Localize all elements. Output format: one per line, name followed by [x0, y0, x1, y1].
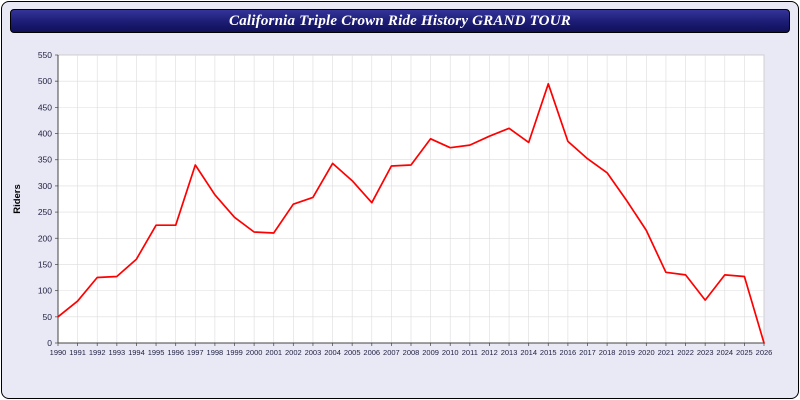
- x-tick-label: 2000: [246, 348, 263, 357]
- x-tick-label: 2010: [442, 348, 459, 357]
- x-tick-label: 2009: [422, 348, 439, 357]
- x-tick-label: 2024: [716, 348, 733, 357]
- x-tick-label: 1991: [69, 348, 86, 357]
- x-tick-label: 2003: [305, 348, 322, 357]
- y-tick-label: 200: [38, 233, 52, 243]
- x-tick-label: 2023: [697, 348, 714, 357]
- y-tick-label: 50: [43, 312, 53, 322]
- x-tick-label: 2013: [501, 348, 518, 357]
- y-tick-label: 350: [38, 155, 52, 165]
- x-tick-label: 2012: [481, 348, 498, 357]
- x-tick-label: 2019: [618, 348, 635, 357]
- y-tick-label: 250: [38, 207, 52, 217]
- x-tick-label: 1993: [108, 348, 125, 357]
- x-tick-label: 1997: [187, 348, 204, 357]
- x-tick-label: 2016: [560, 348, 577, 357]
- x-tick-label: 2018: [599, 348, 616, 357]
- y-tick-label: 550: [38, 50, 52, 60]
- y-tick-label: 400: [38, 129, 52, 139]
- x-tick-label: 2026: [756, 348, 773, 357]
- x-tick-label: 1996: [167, 348, 184, 357]
- chart-title-bar: California Triple Crown Ride History GRA…: [10, 9, 790, 33]
- y-tick-label: 150: [38, 259, 52, 269]
- x-tick-label: 2022: [677, 348, 694, 357]
- x-tick-label: 2021: [658, 348, 675, 357]
- ride-history-line-chart: 1990 1991 1992 1993 1994 1995 1996 1997 1998 1999…: [12, 50, 773, 357]
- y-tick-label: 500: [38, 76, 52, 86]
- x-tick-label: 2017: [579, 348, 596, 357]
- x-tick-label: 1995: [148, 348, 165, 357]
- x-tick-label: 1990: [50, 348, 67, 357]
- x-tick-label: 2015: [540, 348, 557, 357]
- x-tick-label: 2006: [363, 348, 380, 357]
- x-tick-label: 1992: [89, 348, 106, 357]
- x-tick-label: 2008: [403, 348, 420, 357]
- page-title: California Triple Crown Ride History GRA…: [229, 12, 571, 29]
- y-tick-label: 450: [38, 102, 52, 112]
- x-tick-label: 2004: [324, 348, 341, 357]
- chart-container: 1990 1991 1992 1993 1994 1995 1996 1997 1998 1999…: [8, 43, 792, 395]
- x-tick-label: 1999: [226, 348, 243, 357]
- x-tick-label: 2011: [462, 348, 478, 357]
- y-axis-label: Riders: [12, 184, 23, 214]
- x-tick-label: 2005: [344, 348, 361, 357]
- y-tick-label: 100: [38, 286, 52, 296]
- x-tick-label: 1998: [207, 348, 224, 357]
- x-tick-label: 2020: [638, 348, 655, 357]
- y-tick-label: 0: [47, 338, 52, 348]
- x-tick-label: 1994: [128, 348, 145, 357]
- x-tick-label: 2025: [736, 348, 753, 357]
- y-tick-label: 300: [38, 181, 52, 191]
- x-tick-label: 2002: [285, 348, 302, 357]
- x-tick-label: 2007: [383, 348, 400, 357]
- x-tick-label: 2014: [520, 348, 537, 357]
- x-tick-label: 2001: [265, 348, 282, 357]
- riders-line-series: [57, 82, 765, 344]
